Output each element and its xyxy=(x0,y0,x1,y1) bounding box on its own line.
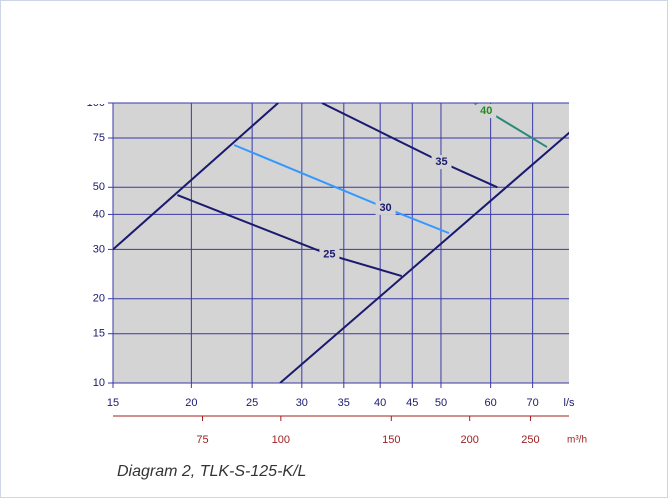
label-bg xyxy=(375,200,396,215)
x-tick-label: 35 xyxy=(338,397,350,409)
x-tick-label: 50 xyxy=(435,397,447,409)
x2-unit: m³/h xyxy=(567,435,587,446)
line xyxy=(279,131,569,383)
x2-tick-label: 150 xyxy=(382,434,400,446)
y-tick-label: 50 xyxy=(93,181,105,193)
series-group: 25 30 35 40 xyxy=(113,103,569,383)
y-tick-label: 100 xyxy=(87,97,105,109)
label-bg xyxy=(476,104,497,118)
x-unit: l/s xyxy=(564,397,576,409)
x-tick-label: 70 xyxy=(527,397,539,409)
x-tick-label: 30 xyxy=(296,397,308,409)
line xyxy=(113,103,279,251)
y-tick-label: 30 xyxy=(93,243,105,255)
x-tick-label: 20 xyxy=(185,397,197,409)
label-bg xyxy=(319,247,340,262)
label-bg xyxy=(431,155,452,170)
caption: Diagram 2, TLK-S-125-K/L xyxy=(117,463,306,480)
series-label: 35 xyxy=(435,156,447,168)
x-tick-label: 45 xyxy=(406,397,418,409)
y-tick-label: 75 xyxy=(93,132,105,144)
x2-tick-label: 75 xyxy=(196,434,208,446)
series-label: 30 xyxy=(379,202,391,214)
y-tick-label: 40 xyxy=(93,208,105,220)
x-tick-label: 60 xyxy=(485,397,497,409)
x-tick-label: 25 xyxy=(246,397,258,409)
x2-tick-label: 100 xyxy=(272,434,290,446)
series-label: 25 xyxy=(323,249,335,261)
x2-tick-label: 200 xyxy=(460,434,478,446)
x-tick-label: 40 xyxy=(374,397,386,409)
series-label: 40 xyxy=(480,105,492,117)
y-tick-label: 10 xyxy=(93,377,105,389)
y-tick-label: 15 xyxy=(93,328,105,340)
x2-tick-label: 250 xyxy=(521,434,539,446)
x-tick-label: 15 xyxy=(107,397,119,409)
plot-area xyxy=(113,103,569,383)
y-tick-label: 20 xyxy=(93,293,105,305)
